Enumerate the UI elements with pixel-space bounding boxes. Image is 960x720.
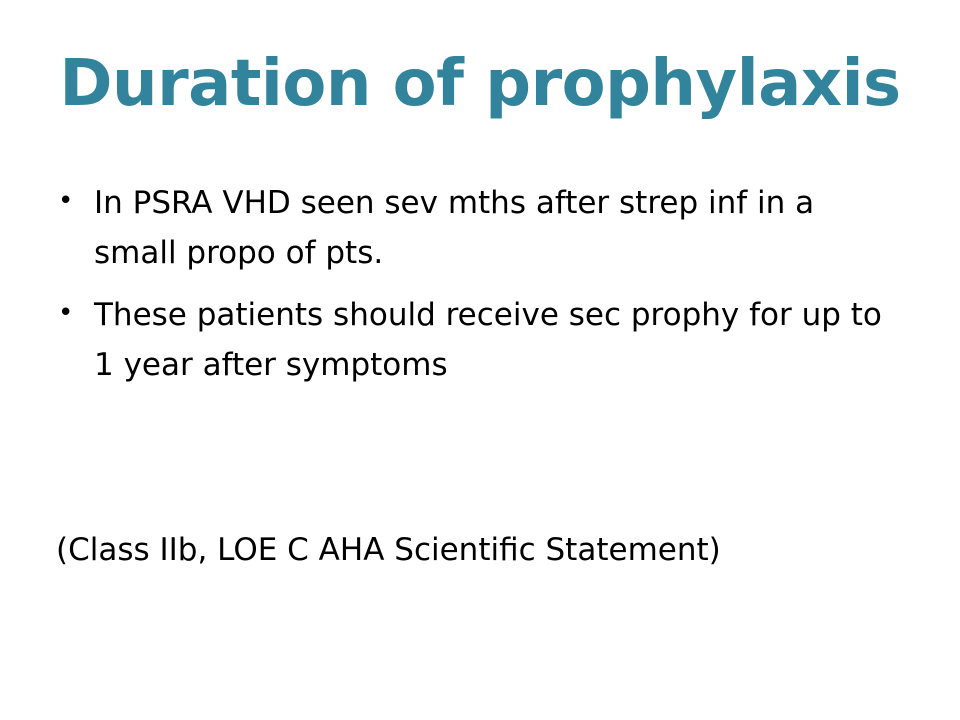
bullet-dot-icon: • xyxy=(58,186,74,216)
bullet-item: • These patients should receive sec prop… xyxy=(56,290,906,390)
bullet-item: • In PSRA VHD seen sev mths after strep … xyxy=(56,178,906,278)
bullet-text: In PSRA VHD seen sev mths after strep in… xyxy=(94,185,815,271)
reference-citation: (Class IIb, LOE C AHA Scientific Stateme… xyxy=(56,532,721,568)
bullet-list: • In PSRA VHD seen sev mths after strep … xyxy=(56,178,906,402)
bullet-dot-icon: • xyxy=(58,298,74,328)
bullet-text: These patients should receive sec prophy… xyxy=(94,297,882,383)
slide-title: Duration of prophylaxis xyxy=(59,47,901,121)
